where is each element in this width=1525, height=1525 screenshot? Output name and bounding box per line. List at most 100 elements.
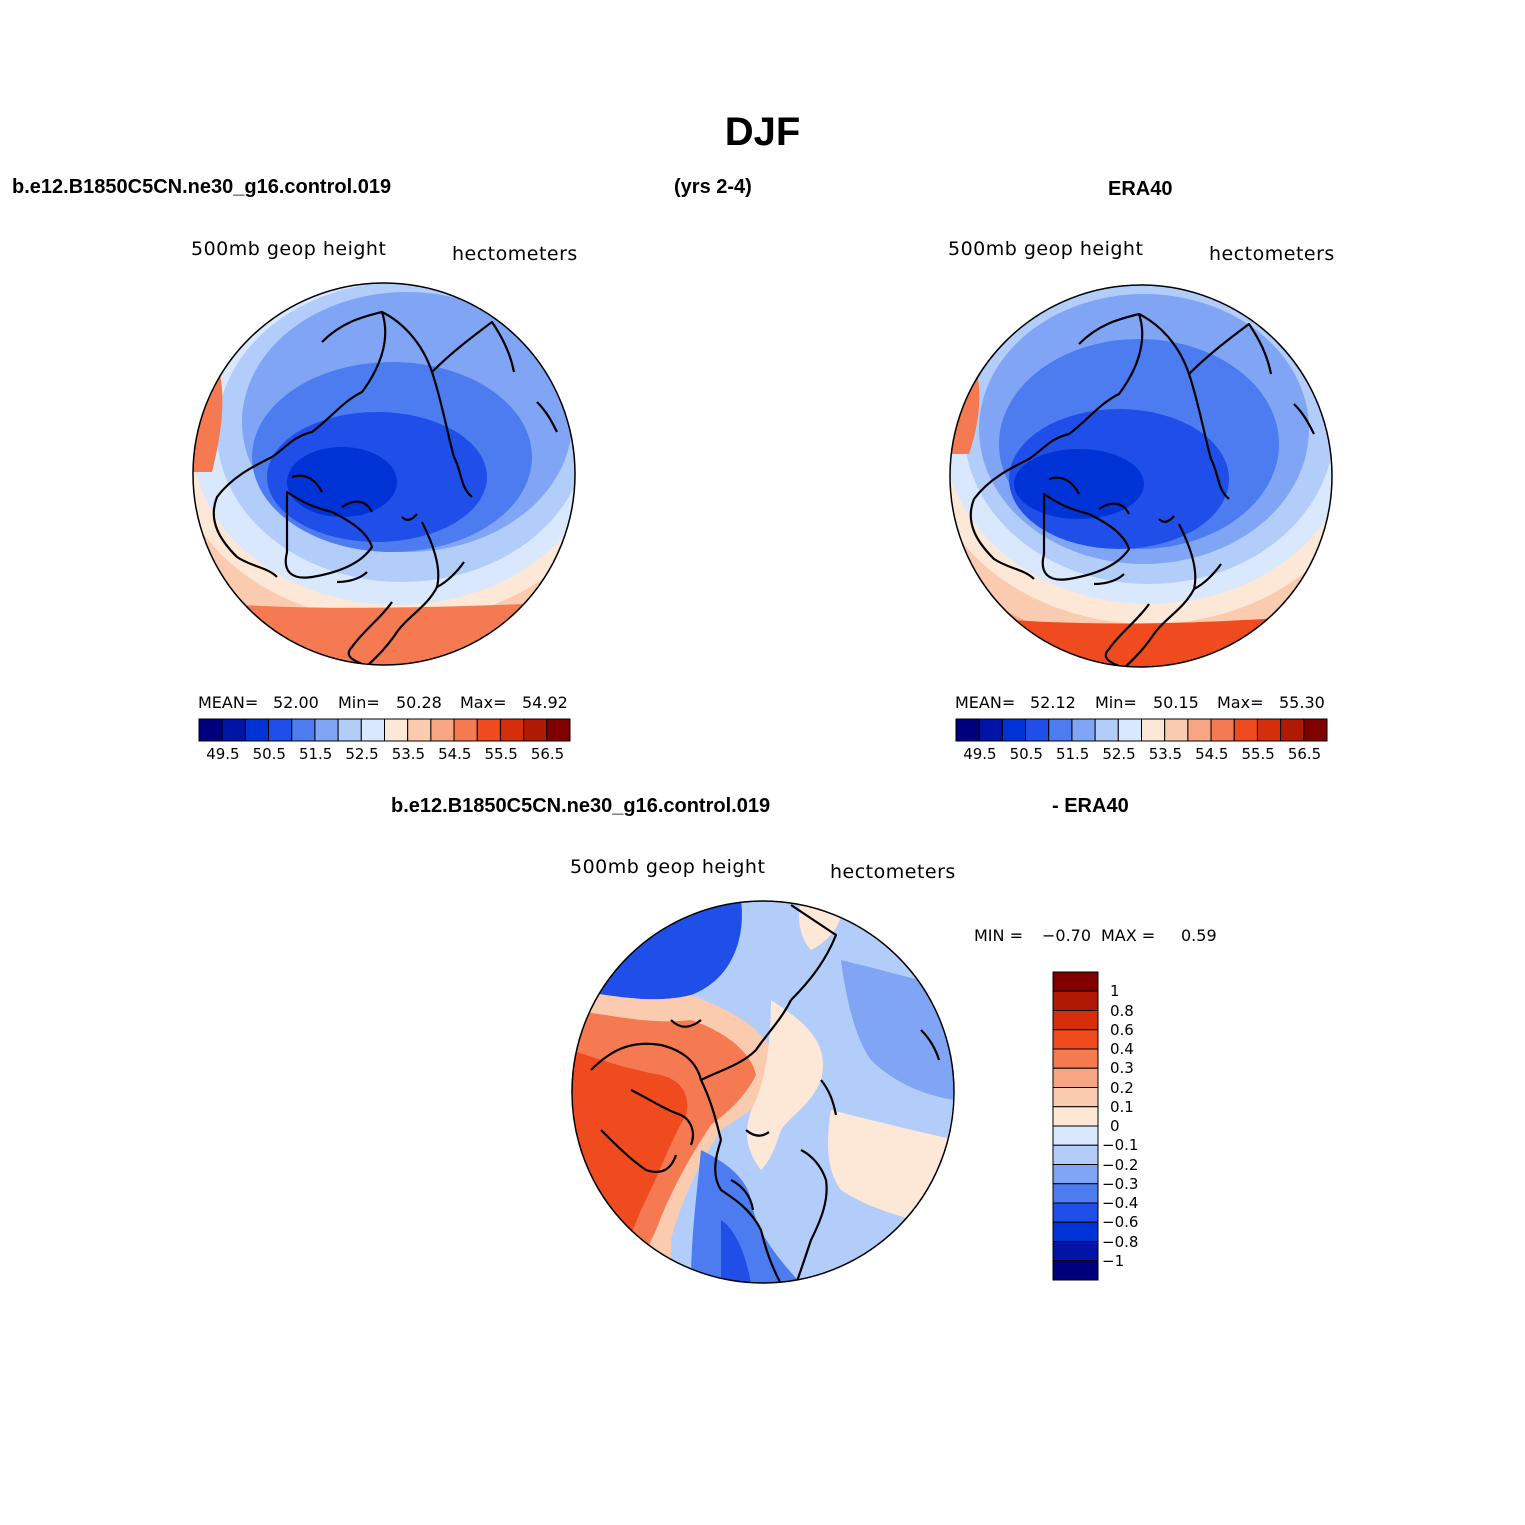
diff-colorbar-tick-label: −0.6 bbox=[1102, 1213, 1139, 1232]
diff-max-label: MAX = bbox=[1101, 926, 1156, 945]
diff-units-label: hectometers bbox=[830, 861, 956, 883]
obs-colorbar-box bbox=[1141, 718, 1166, 742]
obs-mean-value: 52.12 bbox=[1030, 693, 1076, 712]
diff-colorbar-tick-label: −0.3 bbox=[1102, 1174, 1139, 1193]
diff-colorbar-box bbox=[1052, 1010, 1099, 1031]
diff-case-label: b.e12.B1850C5CN.ne30_g16.control.019 bbox=[391, 795, 771, 817]
obs-colorbar-box bbox=[1048, 718, 1073, 742]
diff-colorbar-box bbox=[1052, 1183, 1099, 1204]
diff-colorbar-box bbox=[1052, 1260, 1099, 1281]
diff-colorbar-box bbox=[1052, 1202, 1099, 1223]
obs-colorbar-tick-label: 53.5 bbox=[1148, 745, 1183, 763]
model-colorbar bbox=[198, 718, 571, 742]
years-label: (yrs 2-4) bbox=[674, 176, 752, 198]
diff-suffix-label: - ERA40 bbox=[1052, 795, 1129, 817]
diff-polar-map bbox=[571, 900, 955, 1284]
obs-colorbar bbox=[955, 718, 1328, 742]
model-max-value: 54.92 bbox=[522, 693, 568, 712]
model-colorbar-box bbox=[314, 718, 339, 742]
diff-colorbar-box bbox=[1052, 1221, 1099, 1242]
reference-label: ERA40 bbox=[1108, 178, 1173, 200]
model-colorbar-box bbox=[476, 718, 501, 742]
obs-max-label: Max= bbox=[1217, 693, 1264, 712]
diff-colorbar-tick-label: 1 bbox=[1110, 982, 1120, 1001]
diff-colorbar-tick-label: −0.1 bbox=[1102, 1136, 1139, 1155]
diff-max-value: 0.59 bbox=[1181, 926, 1217, 945]
obs-colorbar-tick-label: 56.5 bbox=[1287, 745, 1322, 763]
obs-colorbar-box bbox=[955, 718, 980, 742]
model-colorbar-tick-label: 56.5 bbox=[530, 745, 565, 763]
model-colorbar-tick-label: 52.5 bbox=[345, 745, 379, 763]
figure-title: DJF bbox=[724, 110, 801, 154]
case-name-label: b.e12.B1850C5CN.ne30_g16.control.019 bbox=[12, 176, 392, 198]
model-mean-label: MEAN= bbox=[198, 693, 259, 712]
model-colorbar-tick-label: 54.5 bbox=[438, 745, 472, 763]
obs-colorbar-box bbox=[1001, 718, 1027, 742]
model-colorbar-box bbox=[360, 718, 385, 742]
diff-colorbar-box bbox=[1052, 971, 1099, 992]
obs-variable-label: 500mb geop height bbox=[948, 238, 1144, 260]
obs-colorbar-box bbox=[1164, 718, 1189, 742]
obs-min-label: Min= bbox=[1095, 693, 1137, 712]
model-polar-map bbox=[192, 282, 576, 666]
diff-colorbar-box bbox=[1052, 1067, 1099, 1088]
obs-colorbar-box bbox=[1256, 718, 1282, 742]
obs-polar-map bbox=[949, 284, 1333, 668]
obs-colorbar-tick-label: 50.5 bbox=[1009, 745, 1043, 763]
diff-colorbar-tick-label: −0.2 bbox=[1102, 1155, 1139, 1174]
obs-colorbar-box bbox=[1233, 718, 1258, 742]
model-variable-label: 500mb geop height bbox=[191, 238, 387, 260]
model-colorbar-box bbox=[523, 718, 548, 742]
obs-colorbar-box bbox=[1094, 718, 1119, 742]
obs-colorbar-box bbox=[1071, 718, 1096, 742]
diff-colorbar-box bbox=[1052, 990, 1099, 1011]
obs-colorbar-box bbox=[1117, 718, 1142, 742]
diff-colorbar-tick-label: 0.1 bbox=[1110, 1097, 1134, 1116]
diff-colorbar-tick-label: 0.8 bbox=[1110, 1001, 1134, 1020]
diff-colorbar bbox=[1052, 971, 1099, 1281]
model-colorbar-box bbox=[244, 718, 270, 742]
model-colorbar-box bbox=[407, 718, 432, 742]
obs-colorbar-box bbox=[1280, 718, 1305, 742]
model-colorbar-box bbox=[453, 718, 478, 742]
model-colorbar-box bbox=[546, 718, 571, 742]
diff-colorbar-tick-label: 0.2 bbox=[1110, 1078, 1134, 1097]
model-colorbar-tick-label: 51.5 bbox=[298, 745, 333, 763]
model-colorbar-box bbox=[268, 718, 293, 742]
obs-colorbar-box bbox=[1187, 718, 1212, 742]
obs-colorbar-tick-label: 55.5 bbox=[1241, 745, 1275, 763]
model-min-label: Min= bbox=[338, 693, 380, 712]
diff-colorbar-tick-label: −1 bbox=[1102, 1251, 1125, 1270]
model-colorbar-tick-label: 55.5 bbox=[484, 745, 518, 763]
obs-colorbar-tick-label: 49.5 bbox=[963, 745, 997, 763]
model-colorbar-box bbox=[198, 718, 223, 742]
model-mean-value: 52.00 bbox=[273, 693, 319, 712]
model-colorbar-box bbox=[337, 718, 362, 742]
diff-min-label: MIN = bbox=[974, 926, 1023, 945]
model-colorbar-tick-label: 53.5 bbox=[391, 745, 426, 763]
model-colorbar-box bbox=[221, 718, 246, 742]
model-colorbar-box bbox=[499, 718, 525, 742]
diff-colorbar-box bbox=[1052, 1087, 1099, 1108]
obs-mean-label: MEAN= bbox=[955, 693, 1016, 712]
model-colorbar-box bbox=[430, 718, 455, 742]
obs-colorbar-box bbox=[1025, 718, 1050, 742]
diff-min-value: −0.70 bbox=[1042, 926, 1092, 945]
diff-variable-label: 500mb geop height bbox=[570, 856, 766, 878]
diff-colorbar-box bbox=[1052, 1125, 1099, 1146]
model-units-label: hectometers bbox=[452, 243, 578, 265]
model-min-value: 50.28 bbox=[396, 693, 442, 712]
diff-colorbar-tick-label: −0.8 bbox=[1102, 1232, 1139, 1251]
obs-colorbar-box bbox=[1210, 718, 1235, 742]
obs-colorbar-tick-label: 52.5 bbox=[1102, 745, 1136, 763]
diff-colorbar-tick-label: 0.6 bbox=[1110, 1020, 1134, 1039]
diff-colorbar-box bbox=[1052, 1106, 1099, 1127]
obs-colorbar-box bbox=[1303, 718, 1328, 742]
diff-colorbar-box bbox=[1052, 1144, 1099, 1165]
model-colorbar-tick-label: 50.5 bbox=[252, 745, 286, 763]
diff-colorbar-box bbox=[1052, 1241, 1099, 1262]
diff-colorbar-tick-label: −0.4 bbox=[1102, 1194, 1139, 1212]
model-colorbar-box bbox=[291, 718, 316, 742]
obs-colorbar-tick-label: 51.5 bbox=[1055, 745, 1090, 763]
diff-colorbar-box bbox=[1052, 1029, 1099, 1050]
